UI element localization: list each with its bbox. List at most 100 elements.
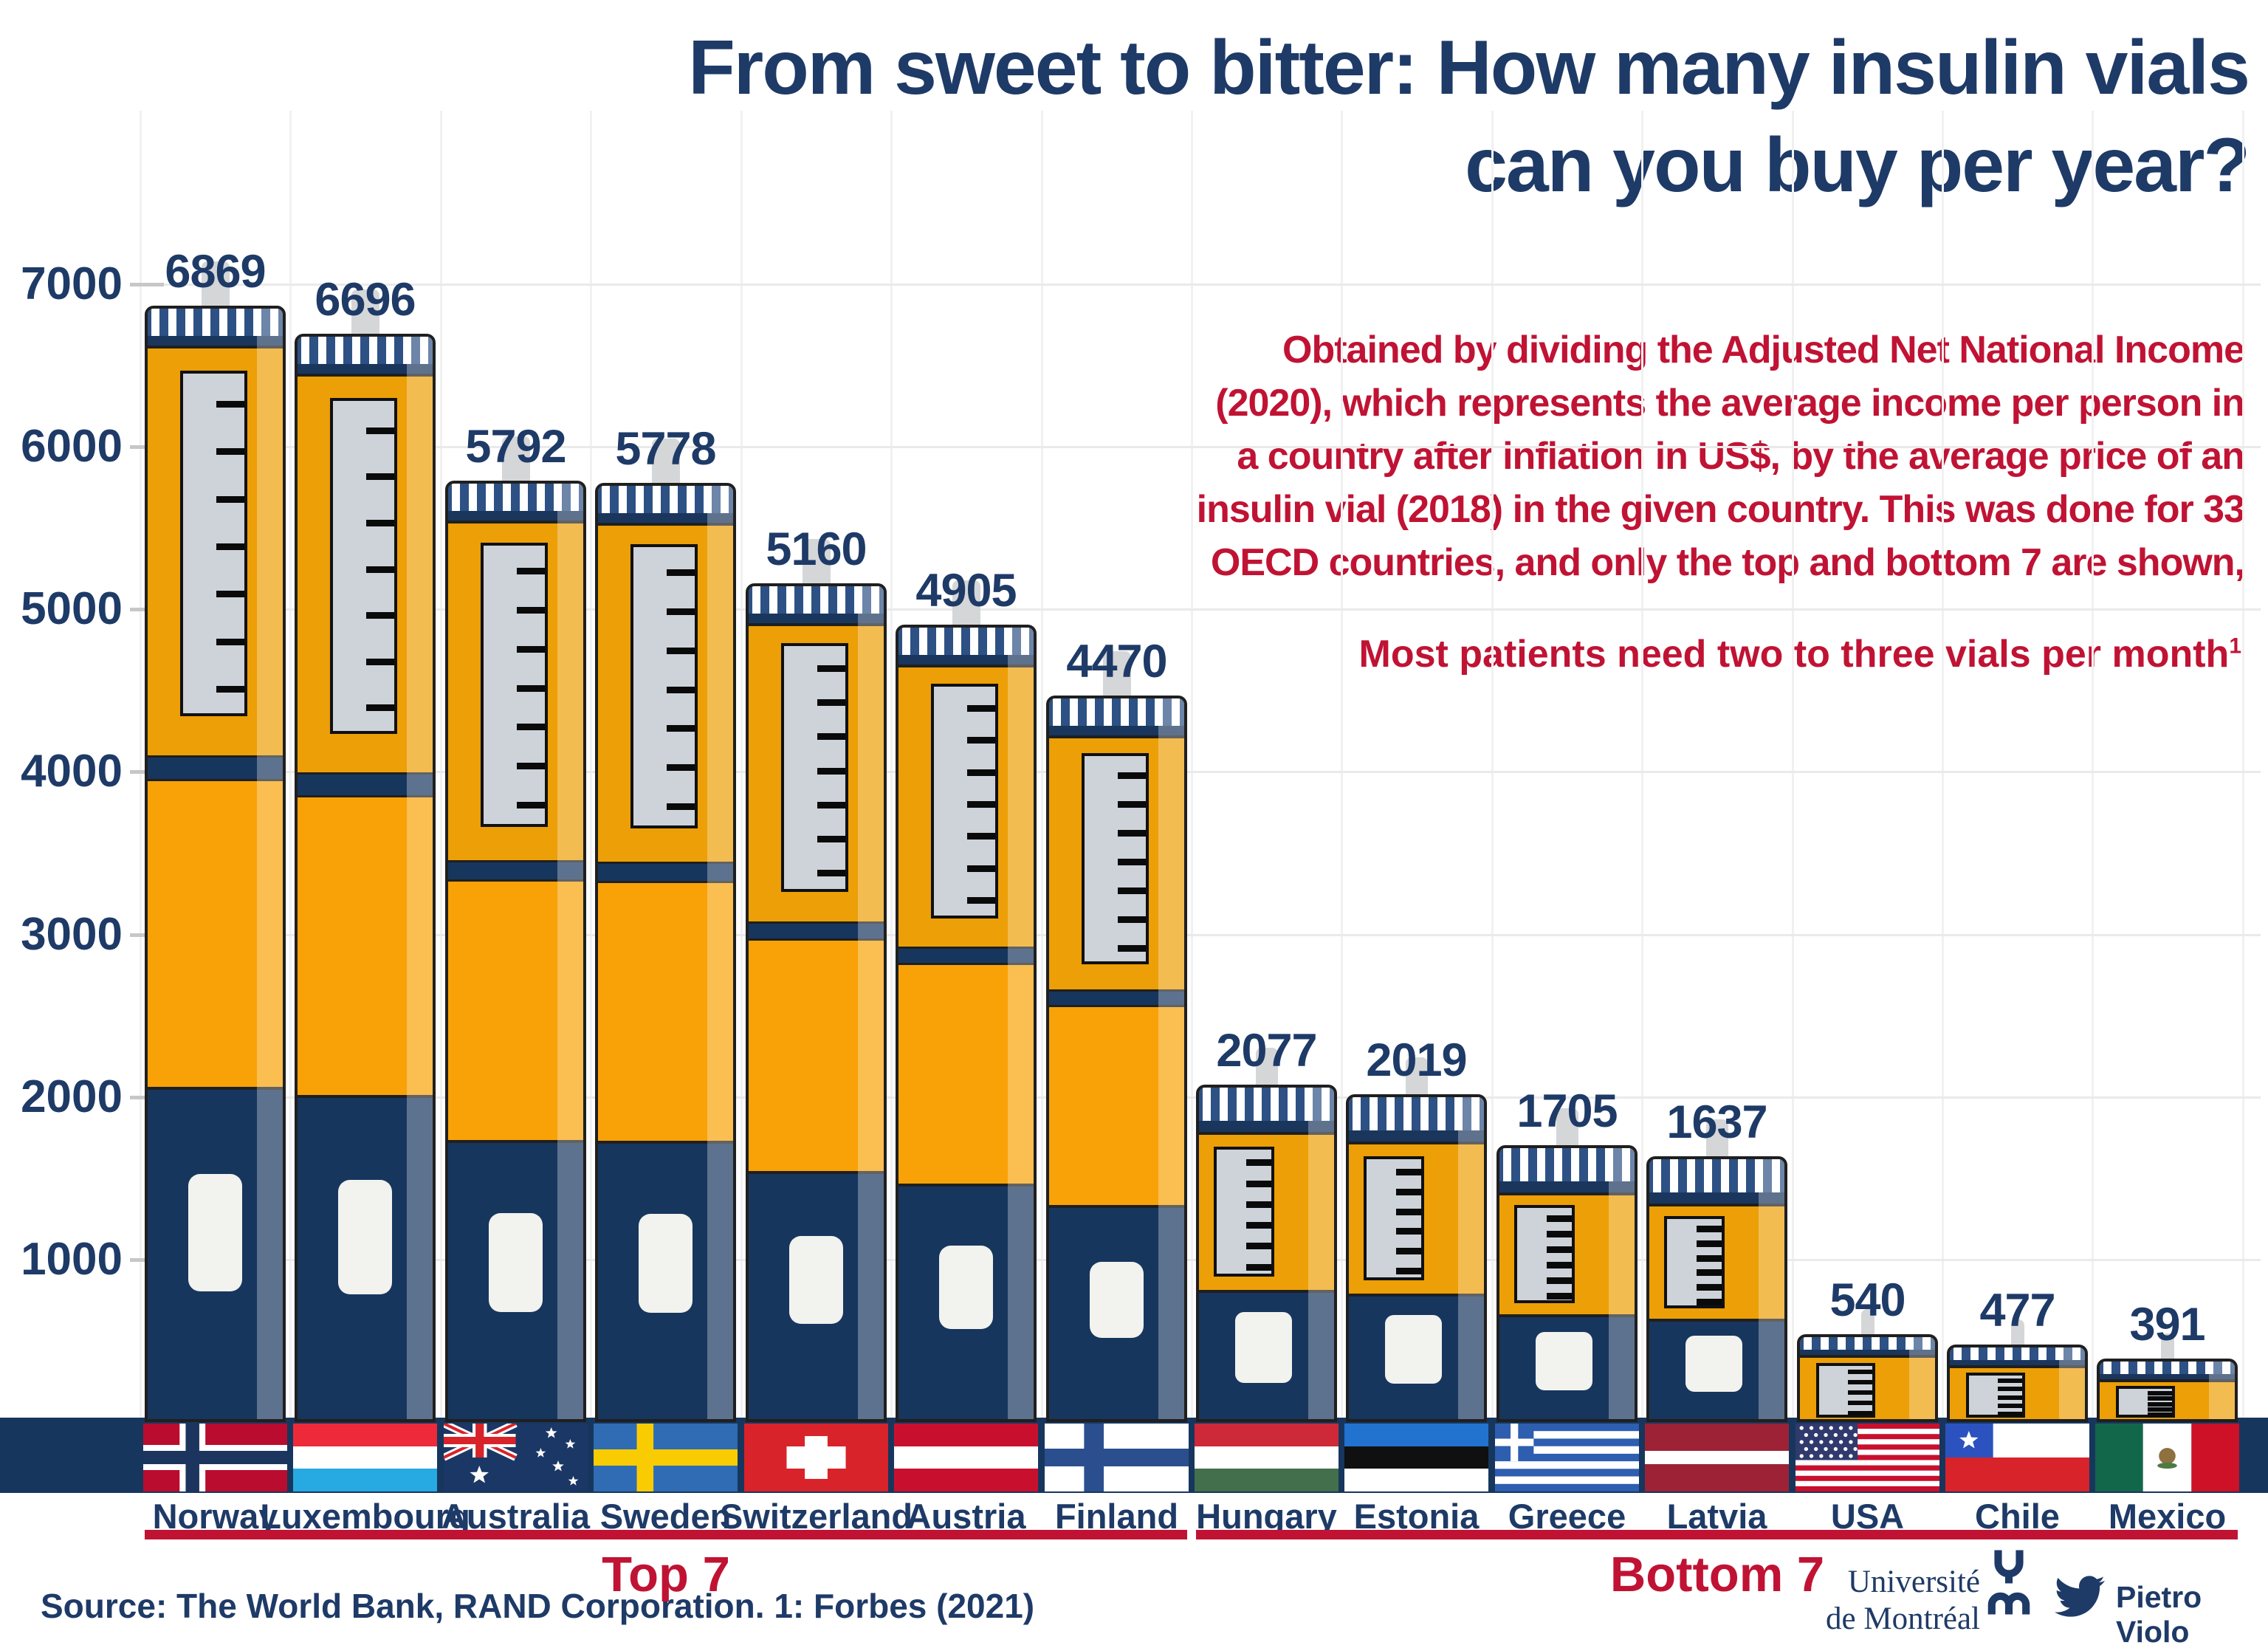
pen-body-lower — [448, 882, 583, 1140]
pen-bar-finland — [1046, 696, 1187, 1422]
dose-scale-tick — [1697, 1269, 1722, 1277]
pen-body-lower — [598, 883, 733, 1141]
dose-scale-tick — [817, 699, 846, 707]
dose-scale-tick — [1547, 1262, 1573, 1268]
pen-body-lower — [148, 781, 283, 1087]
pen-highlight — [1158, 698, 1184, 1419]
pen-ring-band — [448, 860, 583, 882]
dose-scale-tick — [366, 612, 395, 619]
country-label-greece: Greece — [1508, 1497, 1626, 1536]
pen-ring-band — [898, 947, 1034, 965]
pen-cap-base — [1199, 1121, 1334, 1132]
pen-cap — [2100, 1362, 2235, 1382]
pen-cap-stripes — [902, 628, 1030, 656]
methodology-line: a country after inflation in US$, by the… — [1237, 435, 2245, 478]
pen-cap-stripes — [1353, 1097, 1480, 1131]
pen-base-section — [598, 1141, 733, 1419]
dose-scale-tick — [216, 591, 245, 598]
methodology-line: Obtained by dividing the Adjusted Net Na… — [1282, 329, 2245, 371]
pen-cap-base — [1800, 1350, 1935, 1355]
bar-value-label: 6869 — [165, 246, 266, 298]
dose-scale-tick — [1118, 916, 1147, 923]
group-label: Bottom 7 — [1609, 1547, 1825, 1602]
dose-scale-tick — [1118, 944, 1147, 952]
dose-scale-tick — [1396, 1248, 1422, 1255]
pen-dose-scale — [930, 684, 999, 919]
dose-scale-tick — [366, 473, 395, 481]
dose-scale-tick — [1848, 1380, 1873, 1385]
vertical-gridline — [1191, 111, 1193, 1418]
y-axis-label: 4000 — [21, 746, 123, 797]
dose-scale-tick — [817, 665, 846, 673]
y-axis-label: 7000 — [21, 258, 123, 309]
flag-hungary — [1195, 1424, 1339, 1491]
pen-cap — [1349, 1097, 1484, 1144]
pen-body-lower — [749, 941, 884, 1171]
dose-scale-tick — [1246, 1180, 1272, 1187]
country-label-austria: Austria — [906, 1497, 1026, 1536]
dose-scale-tick — [1547, 1246, 1573, 1253]
pen-bar-latvia — [1646, 1156, 1787, 1422]
vertical-gridline — [890, 111, 893, 1418]
pen-body-lower — [898, 965, 1034, 1184]
pen-cap-stripes — [752, 586, 880, 615]
methodology-text: Obtained by dividing the Adjusted Net Na… — [1093, 323, 2245, 589]
pen-highlight — [257, 309, 283, 1419]
vertical-gridline — [2092, 111, 2094, 1418]
title-line-1: From sweet to bitter: How many insulin v… — [688, 25, 2250, 111]
pen-cap-stripes — [1653, 1159, 1781, 1193]
vertical-gridline — [1942, 111, 1944, 1418]
pen-cartridge-window — [1235, 1312, 1293, 1383]
dose-scale-tick — [967, 833, 996, 840]
pen-cap-stripes — [1053, 698, 1181, 727]
university-logo-text: Université de Montréal — [1826, 1565, 1980, 1636]
dose-scale-tick — [1246, 1222, 1272, 1229]
dose-scale-tick — [1998, 1387, 2023, 1392]
flag-mexico — [2095, 1424, 2239, 1491]
horizontal-gridline — [131, 934, 2261, 936]
pen-cap-base — [749, 614, 884, 623]
vertical-gridline — [2242, 111, 2244, 1418]
pen-highlight — [1008, 628, 1034, 1419]
dose-scale-tick — [967, 769, 996, 776]
vertical-gridline — [1641, 111, 1643, 1418]
pen-highlight — [1909, 1337, 1935, 1419]
pen-cap-base — [598, 513, 733, 523]
flag-australia — [444, 1424, 588, 1491]
pen-highlight — [2209, 1362, 2235, 1419]
dose-scale-tick — [967, 704, 996, 712]
group-underline — [145, 1530, 1187, 1539]
pen-cap-stripes — [1203, 1088, 1330, 1122]
pen-cap — [1649, 1159, 1784, 1206]
dose-scale-tick — [517, 606, 546, 614]
y-axis-tick — [130, 283, 164, 286]
pen-dose-scale — [1214, 1147, 1275, 1277]
pen-cap-stripes — [301, 337, 429, 365]
pen-highlight — [407, 337, 433, 1419]
dose-scale-tick — [216, 495, 245, 503]
pen-cap — [148, 309, 283, 349]
dose-scale-tick — [967, 737, 996, 744]
vertical-gridline — [1341, 111, 1343, 1418]
dose-scale-tick — [517, 684, 546, 692]
vertical-gridline — [1491, 111, 1494, 1418]
country-label-switzerland: Switzerland — [719, 1497, 913, 1536]
dose-scale-tick — [366, 704, 395, 712]
pen-dose-scale — [179, 371, 248, 716]
dose-scale-tick — [2148, 1396, 2173, 1401]
dose-scale-tick — [366, 427, 395, 434]
pen-cap-base — [1499, 1181, 1635, 1192]
pen-dose-scale — [1815, 1363, 1876, 1418]
dose-scale-tick — [216, 400, 245, 408]
vertical-gridline — [740, 111, 743, 1418]
dose-scale-tick — [2148, 1390, 2173, 1395]
dose-scale-tick — [1848, 1410, 1873, 1415]
dose-scale-tick — [817, 869, 846, 876]
y-axis-label: 5000 — [21, 583, 123, 634]
dose-scale-tick — [1118, 859, 1147, 865]
dose-scale-tick — [216, 686, 245, 693]
pen-ring-band — [298, 772, 433, 797]
title-line-2: can you buy per year? — [1465, 123, 2250, 208]
pen-dose-scale — [1081, 753, 1150, 964]
